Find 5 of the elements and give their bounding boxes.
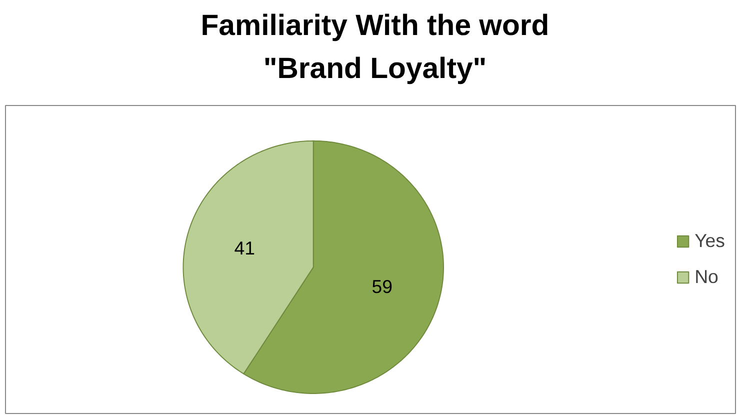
chart-title: Familiarity With the word "Brand Loyalty" bbox=[200, 8, 550, 87]
data-label: 59 bbox=[372, 276, 392, 298]
legend-label: No bbox=[694, 266, 718, 288]
data-label: 41 bbox=[234, 237, 256, 258]
legend-label: Yes bbox=[694, 230, 725, 252]
